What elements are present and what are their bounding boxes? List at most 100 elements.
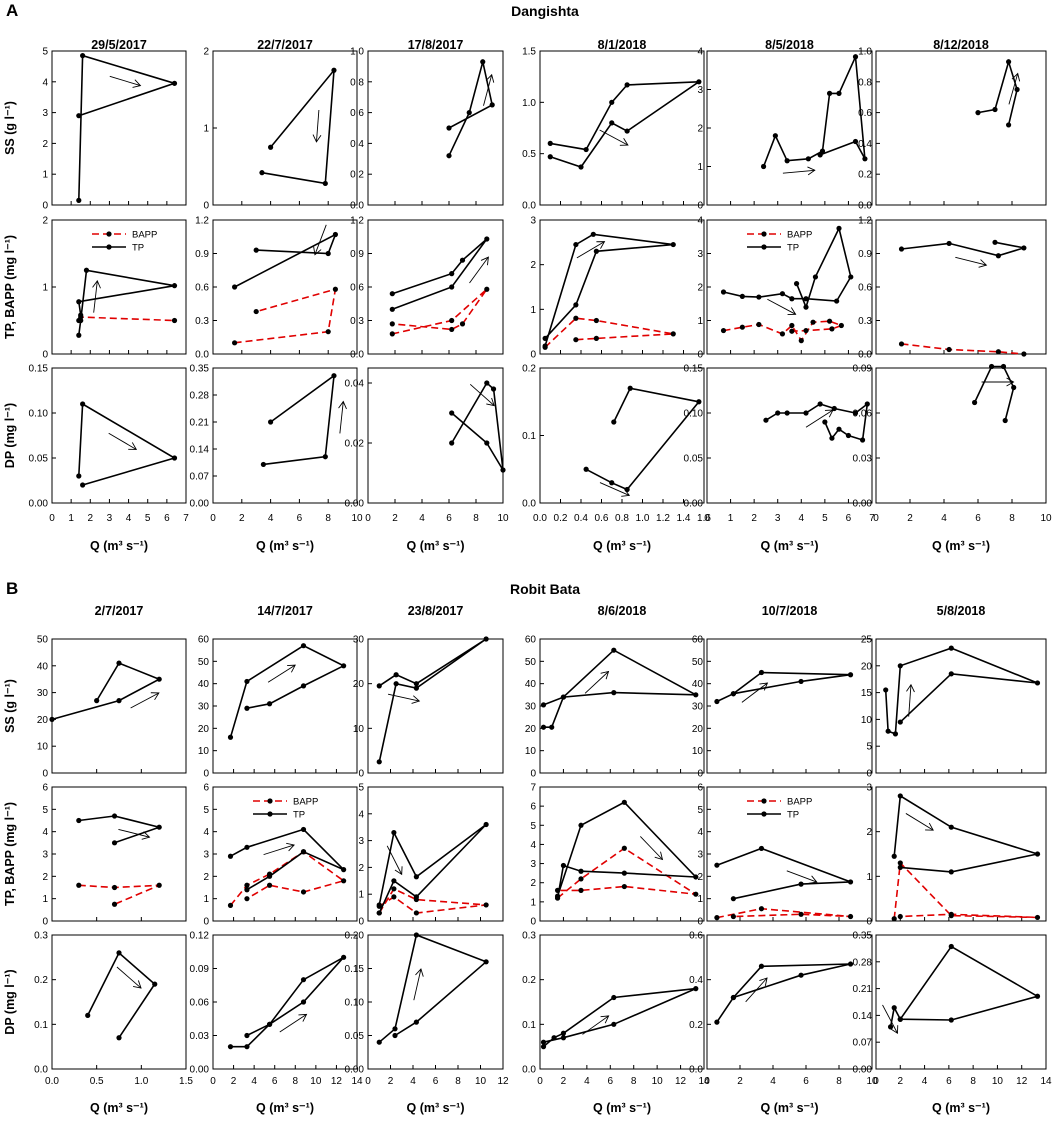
data-point-ss [883,687,889,693]
x-tick-label: 6 [446,513,452,524]
data-point-dp [300,977,307,983]
direction-arrow [782,169,815,174]
data-point-dp [845,432,852,439]
data-point-tp [389,306,395,312]
x-tick-label: 0 [365,513,371,524]
y-tick-label: 1.0 [858,47,872,58]
data-point-dp [891,1005,897,1011]
data-point-ss [413,685,419,691]
data-point-dp [693,986,699,992]
y-tick-label: 0.10 [345,998,365,1009]
y-tick-label: 0.28 [190,391,210,402]
data-point-dp [611,419,617,425]
x-tick-label: 2 [88,513,94,524]
axes-frame [539,219,705,355]
y-tick-label: 0.0 [522,1065,536,1076]
data-point-bapp [789,322,795,329]
data-point-ss [798,678,804,685]
data-point-bapp [459,321,466,327]
data-point-ss [300,643,307,649]
subplot-dp: 0.0 0.1 0.2 0.3 0 2 4 6 8 10 12 14 [522,931,710,1088]
data-point-ss [836,90,842,96]
data-point-dp [540,1039,547,1045]
y-tick-label: 1 [697,162,703,173]
data-point-dp [763,417,769,423]
legend-marker-bapp [761,798,767,804]
y-tick-label: 30 [692,702,704,713]
data-point-tp [995,253,1002,259]
x-axis-title: Q (m³ s⁻¹) [256,1101,314,1115]
direction-arrow [599,129,629,146]
y-tick-label: 1 [697,894,703,905]
x-tick-label: 3 [775,513,781,524]
data-point-dp [80,482,86,488]
x-axis-title: Q (m³ s⁻¹) [90,539,148,553]
axes-frame [875,50,1047,206]
data-point-ss [730,691,737,697]
series-line-tp [234,232,337,288]
data-point-tp [948,869,954,875]
y-tick-label: 3 [530,859,536,870]
data-point-ss [94,698,100,704]
subplot-p: 0.0 0.3 0.6 0.9 1.2 [195,216,358,361]
date-label: 8/1/2018 [598,38,647,52]
y-tick-label: 0.35 [853,931,873,942]
direction-arrow [599,482,630,496]
y-tick-label: 0.02 [345,439,365,450]
y-tick-label: 0.0 [858,201,872,212]
data-point-dp [829,435,835,441]
direction-arrowhead [286,842,295,852]
y-tick-label: 5 [42,47,48,58]
x-tick-label: 0 [210,513,216,524]
x-tick-label: 5 [822,513,828,524]
data-point-tp [812,274,819,280]
y-tick-label: 0.07 [190,472,210,483]
x-tick-label: 1.5 [179,1076,193,1087]
y-tick-label: 0.14 [190,445,210,456]
series-line-ss [229,644,346,738]
direction-arrowhead [338,400,347,410]
direction-arrow [267,664,296,683]
panel-letter-b: B [6,579,18,598]
plot-column-1-3: 8/6/20180102030405060012345670.00.10.20.… [522,604,710,1115]
series-line-ss [762,53,866,167]
data-point-tp [449,284,455,290]
y-tick-label: 30 [353,635,365,646]
direction-arrowhead [128,442,138,450]
series-line-dp [973,365,1015,421]
y-tick-label: 10 [353,724,365,735]
y-tick-label: 1 [358,890,364,901]
direction-arrow [130,692,160,709]
y-tick-label: 6 [697,783,703,794]
series-line-tp [77,269,175,336]
series-line-bapp [544,317,674,348]
x-tick-label: 10 [351,513,363,524]
data-point-bapp [232,340,238,346]
y-tick-label: 30 [37,688,49,699]
data-point-ss [948,645,954,651]
data-point-tp [946,240,952,247]
data-point-dp [859,437,866,443]
y-tick-label: 0.05 [29,454,49,465]
series-line-dp [542,987,697,1048]
y-tick-label: 0.15 [345,964,365,975]
legend-label-tp: TP [787,810,799,821]
data-point-bapp [670,331,676,337]
data-point-bapp [332,286,338,292]
data-point-tp [554,895,561,901]
data-point-tp [730,896,737,902]
y-tick-label: 40 [692,679,704,690]
data-point-bapp [300,889,307,895]
direction-arrow [805,409,834,428]
data-point-tp [449,271,455,277]
direction-arrow [314,224,327,255]
y-tick-label: 0.00 [853,1065,873,1076]
x-tick-label: 2 [907,513,913,524]
data-point-dp [1034,993,1041,999]
data-point-ss [852,138,859,145]
y-tick-label: 1.0 [522,98,536,109]
data-point-dp [322,454,328,460]
data-point-dp [775,410,781,416]
data-point-tp [836,225,842,231]
